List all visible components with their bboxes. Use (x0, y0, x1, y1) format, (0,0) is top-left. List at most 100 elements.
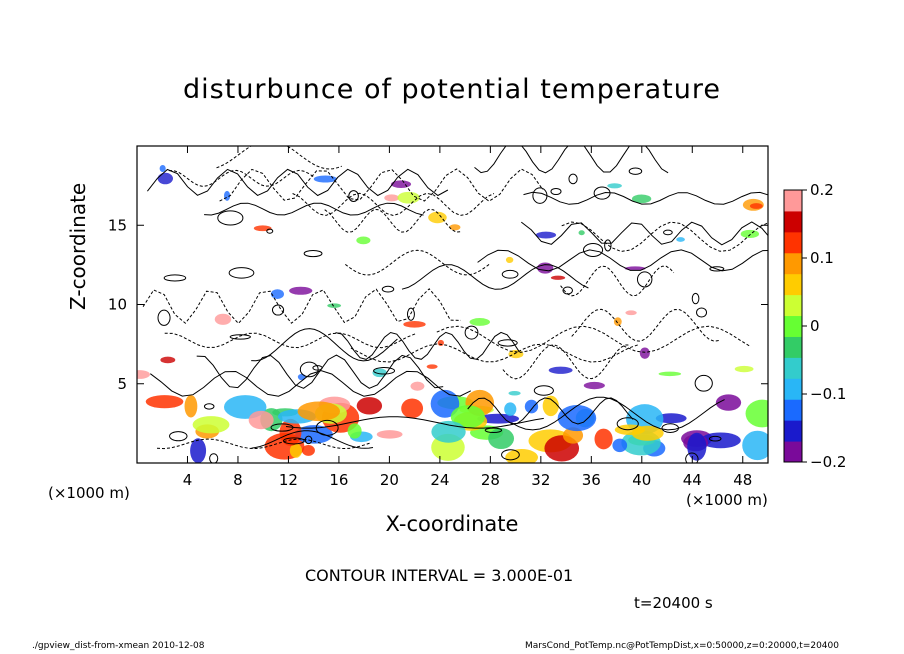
contour-loop (203, 403, 215, 410)
field-blob (557, 405, 597, 432)
colorbar-segment (784, 420, 802, 442)
field-blob (184, 395, 198, 418)
contour-loop (381, 285, 395, 293)
colorbar-segment (784, 399, 802, 421)
colorbar-segment (784, 357, 802, 379)
contour-loop (550, 187, 562, 196)
field-blob (437, 339, 444, 346)
chart-title: disturbunce of potential temperature (183, 74, 721, 105)
contour-line (292, 192, 495, 217)
field-blob (625, 310, 637, 316)
field-blob (190, 438, 207, 463)
contour-line (345, 249, 490, 276)
field-blob (548, 366, 573, 374)
field-blob (192, 416, 230, 434)
contour-loop (533, 385, 554, 396)
field-blob (145, 395, 184, 409)
field-blob (734, 365, 754, 373)
field-blob (384, 194, 400, 202)
field-blob (376, 430, 403, 439)
colorbar-label: −0.2 (810, 453, 846, 471)
x-tick-label: 28 (481, 471, 500, 489)
contour-loop (501, 449, 520, 461)
field-blob (745, 399, 768, 428)
colorbar-segment (784, 294, 802, 317)
y-axis: 5 10 15 (108, 216, 768, 393)
contour-loop (169, 431, 188, 442)
field-blob (612, 438, 628, 453)
field-blob (542, 395, 559, 417)
field-blob (639, 347, 650, 359)
field-blob (715, 394, 742, 411)
contour-line (502, 344, 631, 380)
colorbar-label: −0.1 (810, 385, 846, 403)
x-tick-label: 48 (733, 471, 752, 489)
field-blob (607, 183, 622, 189)
field-blob (658, 371, 682, 377)
contour-line (560, 265, 675, 297)
field-blob (401, 398, 424, 419)
contour-loop (604, 239, 612, 252)
contour-loop (628, 167, 643, 175)
contour-line (401, 264, 589, 290)
x-tick-label: 32 (531, 471, 550, 489)
field-blob (248, 410, 274, 430)
contour-loop (694, 374, 713, 392)
field-blob (687, 432, 707, 461)
contour-loop (303, 249, 323, 258)
field-blob (157, 172, 173, 185)
field-blob (655, 413, 687, 424)
contour-loop (568, 173, 578, 185)
y-tick-label: 15 (108, 216, 127, 234)
contour-loop (685, 452, 699, 463)
contour-line (149, 370, 472, 397)
contour-loop (228, 267, 255, 279)
field-blob (504, 402, 517, 416)
colorbar-segment (784, 336, 802, 358)
contour-line (285, 416, 544, 429)
colorbar-label: 0 (810, 317, 820, 335)
contour-line (164, 332, 416, 349)
x-tick-label: 4 (183, 471, 193, 489)
x-tick-label: 16 (329, 471, 348, 489)
colorbar-segment (784, 441, 802, 463)
field-blob (535, 231, 557, 239)
field-blob (289, 443, 303, 458)
x-tick-label: 20 (380, 471, 399, 489)
field-blob (578, 230, 585, 236)
contour-line (204, 202, 424, 216)
contour-loop (271, 304, 285, 316)
x-tick-label: 24 (430, 471, 449, 489)
field-blob (397, 191, 420, 204)
x-unit-label-left: (×1000 m) (48, 484, 130, 502)
field-blob (403, 321, 426, 328)
field-blob (270, 289, 284, 299)
field-blob (450, 405, 485, 429)
contour-loop (593, 186, 611, 200)
contour-loop (315, 419, 339, 436)
x-unit-label-right: (×1000 m) (686, 491, 768, 509)
field-blob (594, 428, 613, 450)
field-blob (253, 225, 272, 232)
contour-line (523, 191, 768, 205)
field-blob (313, 175, 337, 183)
contour-loop (157, 309, 171, 326)
field-blob (583, 381, 605, 390)
field-blob (488, 428, 515, 450)
field-blob (356, 397, 383, 415)
field-blob (347, 423, 362, 439)
colorbar-label: 0.2 (810, 181, 834, 199)
field-blob (524, 399, 539, 414)
colorbar-segment (784, 231, 802, 254)
contour-loop (209, 453, 219, 463)
field-blob (505, 256, 514, 264)
y-axis-label: Z-coordinate (66, 182, 90, 310)
contour-lines (142, 146, 768, 463)
field-blob (430, 389, 460, 418)
field-blob (624, 266, 646, 271)
field-blob (160, 356, 176, 364)
colorbar-segment (784, 273, 802, 296)
contour-line (251, 430, 374, 449)
field-blob (214, 313, 232, 325)
contour-loop (304, 435, 313, 445)
